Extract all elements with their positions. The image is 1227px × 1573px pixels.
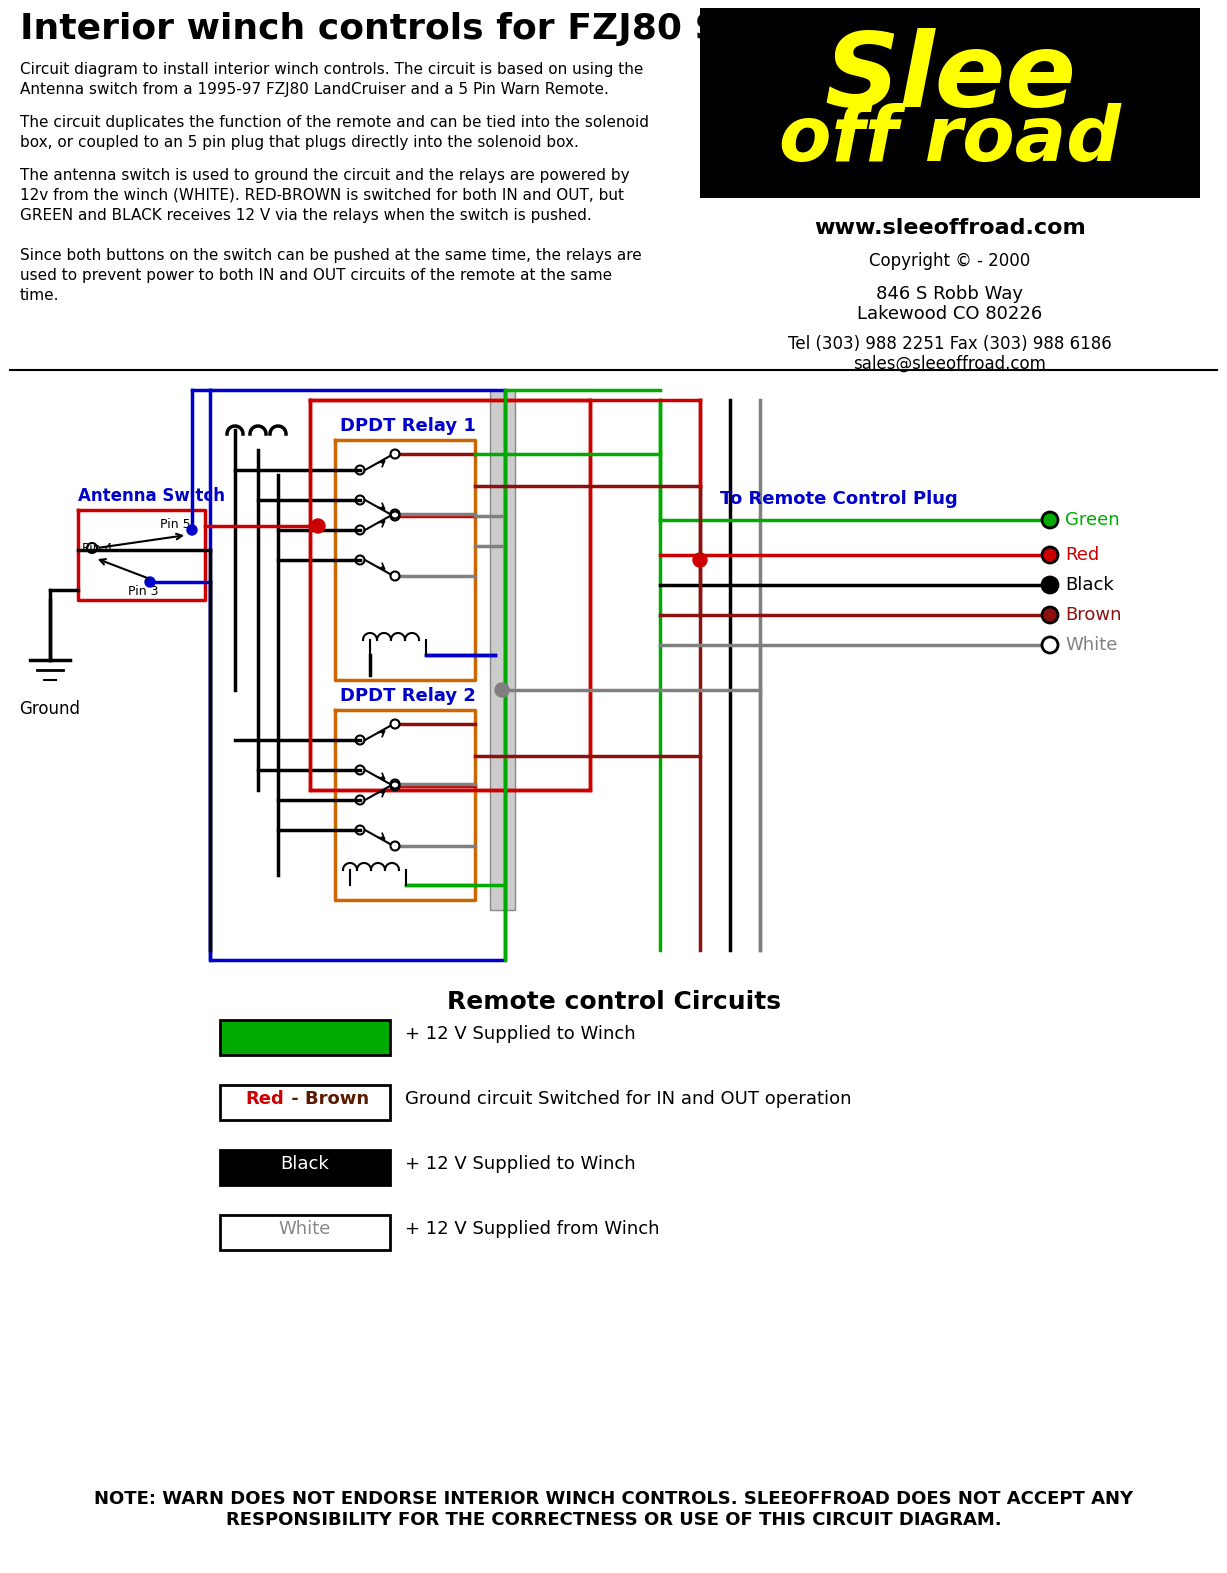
Text: DPDT Relay 2: DPDT Relay 2	[340, 687, 476, 705]
Text: Ground: Ground	[20, 700, 81, 717]
Circle shape	[693, 554, 707, 566]
Text: Tel (303) 988 2251 Fax (303) 988 6186: Tel (303) 988 2251 Fax (303) 988 6186	[788, 335, 1112, 352]
Text: sales@sleeoffroad.com: sales@sleeoffroad.com	[854, 355, 1047, 373]
Text: Red: Red	[1065, 546, 1099, 565]
Circle shape	[1043, 513, 1056, 527]
Text: + 12 V Supplied from Winch: + 12 V Supplied from Winch	[405, 1221, 659, 1238]
Text: Green: Green	[277, 1026, 333, 1043]
Text: White: White	[279, 1221, 331, 1238]
Circle shape	[1043, 577, 1056, 591]
Bar	[490, 390, 515, 911]
Text: Red: Red	[245, 1090, 283, 1107]
Text: Pin 5: Pin 5	[160, 518, 190, 532]
Text: Black: Black	[281, 1155, 329, 1173]
Circle shape	[145, 577, 155, 587]
Text: White: White	[1065, 635, 1118, 654]
Text: off road: off road	[779, 102, 1121, 178]
Text: Copyright © - 2000: Copyright © - 2000	[870, 252, 1031, 271]
Text: Slee: Slee	[825, 28, 1076, 129]
Text: DPDT Relay 1: DPDT Relay 1	[340, 417, 476, 436]
Text: To Remote Control Plug: To Remote Control Plug	[720, 491, 958, 508]
Text: Lakewood CO 80226: Lakewood CO 80226	[858, 305, 1043, 322]
Text: The circuit duplicates the function of the remote and can be tied into the solen: The circuit duplicates the function of t…	[20, 115, 649, 149]
Text: Antenna Switch: Antenna Switch	[79, 488, 225, 505]
Text: The antenna switch is used to ground the circuit and the relays are powered by
1: The antenna switch is used to ground the…	[20, 168, 629, 223]
Text: Brown: Brown	[1065, 606, 1121, 624]
Text: Circuit diagram to install interior winch controls. The circuit is based on usin: Circuit diagram to install interior winc…	[20, 61, 643, 98]
Text: Green: Green	[1065, 511, 1119, 529]
Circle shape	[1043, 547, 1056, 562]
Text: Pin 4: Pin 4	[82, 543, 113, 555]
Bar	[220, 1150, 390, 1184]
Circle shape	[187, 525, 198, 535]
Bar	[220, 1214, 390, 1251]
Text: + 12 V Supplied to Winch: + 12 V Supplied to Winch	[405, 1026, 636, 1043]
Text: Black: Black	[1065, 576, 1114, 595]
Text: www.sleeoffroad.com: www.sleeoffroad.com	[815, 219, 1086, 238]
Circle shape	[310, 519, 325, 533]
Text: Ground circuit Switched for IN and OUT operation: Ground circuit Switched for IN and OUT o…	[405, 1090, 852, 1107]
Text: Since both buttons on the switch can be pushed at the same time, the relays are
: Since both buttons on the switch can be …	[20, 249, 642, 302]
Bar	[699, 8, 1200, 198]
Text: NOTE: WARN DOES NOT ENDORSE INTERIOR WINCH CONTROLS. SLEEOFFROAD DOES NOT ACCEPT: NOTE: WARN DOES NOT ENDORSE INTERIOR WIN…	[94, 1490, 1134, 1529]
Text: 846 S Robb Way: 846 S Robb Way	[876, 285, 1023, 304]
Text: - Brown: - Brown	[285, 1090, 369, 1107]
Text: Pin 3: Pin 3	[128, 585, 158, 598]
Text: + 12 V Supplied to Winch: + 12 V Supplied to Winch	[405, 1155, 636, 1173]
Circle shape	[494, 683, 509, 697]
Bar	[220, 1085, 390, 1120]
Text: Interior winch controls for FZJ80 Series: Interior winch controls for FZJ80 Series	[20, 13, 822, 46]
Text: Remote control Circuits: Remote control Circuits	[447, 989, 782, 1015]
Circle shape	[1043, 609, 1056, 621]
Bar	[220, 1019, 390, 1055]
